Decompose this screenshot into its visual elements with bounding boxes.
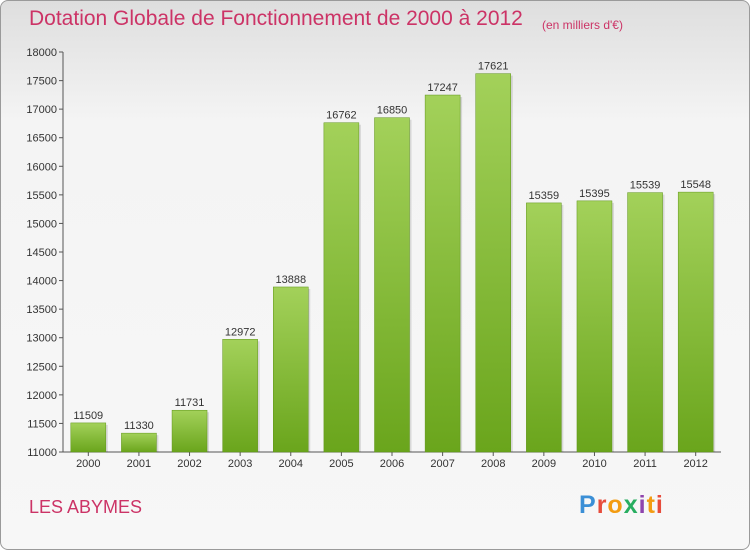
bar-2009[interactable] bbox=[526, 202, 562, 453]
value-label-2003: 12972 bbox=[225, 326, 256, 338]
value-label-2001: 11330 bbox=[124, 420, 154, 432]
bar-2011[interactable] bbox=[627, 192, 663, 453]
value-label-2004: 13888 bbox=[275, 274, 306, 286]
value-label-2000: 11509 bbox=[73, 410, 103, 422]
y-tick-label: 11000 bbox=[27, 447, 57, 459]
proxiti-logo[interactable]: Proxiti bbox=[579, 491, 664, 519]
y-tick-label: 11500 bbox=[27, 418, 57, 430]
value-label-2006: 16850 bbox=[377, 105, 408, 117]
y-tick-label: 16000 bbox=[26, 161, 57, 173]
value-label-2005: 16762 bbox=[326, 110, 357, 122]
x-tick-label-2008: 2008 bbox=[481, 458, 505, 470]
x-tick-label-2010: 2010 bbox=[582, 458, 606, 470]
commune-name: LES ABYMES bbox=[29, 497, 143, 517]
x-tick-label-2005: 2005 bbox=[329, 458, 353, 470]
chart-bars bbox=[70, 73, 716, 453]
bar-2010[interactable] bbox=[576, 200, 613, 453]
x-tick-label-2009: 2009 bbox=[532, 458, 556, 470]
x-tick-label-2006: 2006 bbox=[380, 458, 404, 470]
x-tick-label-2007: 2007 bbox=[430, 458, 454, 470]
bar-2008[interactable] bbox=[475, 73, 511, 453]
y-tick-label: 12000 bbox=[26, 390, 57, 402]
chart-title: Dotation Globale de Fonctionnement de 20… bbox=[29, 7, 523, 30]
bar-2001[interactable] bbox=[121, 432, 157, 453]
bar-2004[interactable] bbox=[273, 286, 309, 453]
bar-2012[interactable] bbox=[677, 191, 714, 453]
value-label-2012: 15548 bbox=[680, 179, 711, 191]
x-tick-label-2002: 2002 bbox=[177, 458, 201, 470]
x-tick-label-2011: 2011 bbox=[633, 458, 657, 470]
bar-2005[interactable] bbox=[323, 122, 360, 453]
y-tick-label: 16500 bbox=[26, 133, 57, 145]
y-tick-label: 18000 bbox=[26, 47, 57, 59]
bar-2006[interactable] bbox=[374, 117, 410, 453]
value-label-2008: 17621 bbox=[478, 61, 509, 73]
bar-2007[interactable] bbox=[424, 94, 461, 453]
y-tick-label: 13000 bbox=[26, 333, 57, 345]
bar-2003[interactable] bbox=[222, 339, 258, 453]
y-tick-label: 17000 bbox=[26, 104, 57, 116]
chart-labels: 11509 2000 11330 2001 11731 2002 12972 2003 1388… bbox=[73, 61, 711, 470]
chart-axes: 11000 11500 12000 12500 13000 13500 14000 14500… bbox=[26, 47, 721, 459]
x-tick-label-2012: 2012 bbox=[683, 458, 707, 470]
bar-2000[interactable] bbox=[70, 422, 107, 453]
bar-2002[interactable] bbox=[171, 409, 208, 453]
y-tick-label: 12500 bbox=[26, 361, 57, 373]
y-tick-label: 14500 bbox=[26, 247, 57, 259]
value-label-2002: 11731 bbox=[175, 397, 205, 409]
x-tick-label-2003: 2003 bbox=[228, 458, 252, 470]
x-tick-label-2001: 2001 bbox=[127, 458, 151, 470]
y-tick-label: 13500 bbox=[26, 304, 57, 316]
y-tick-label: 17500 bbox=[26, 76, 57, 88]
value-label-2007: 17247 bbox=[427, 82, 458, 94]
x-tick-label-2000: 2000 bbox=[76, 458, 100, 470]
x-tick-label-2004: 2004 bbox=[279, 458, 303, 470]
value-label-2011: 15539 bbox=[630, 180, 661, 192]
y-tick-label: 15000 bbox=[26, 218, 57, 230]
y-tick-label: 14000 bbox=[26, 276, 57, 288]
chart-subtitle: (en milliers d'€) bbox=[542, 18, 623, 32]
value-label-2010: 15395 bbox=[579, 188, 610, 200]
y-tick-label: 15500 bbox=[26, 190, 57, 202]
value-label-2009: 15359 bbox=[529, 190, 560, 202]
